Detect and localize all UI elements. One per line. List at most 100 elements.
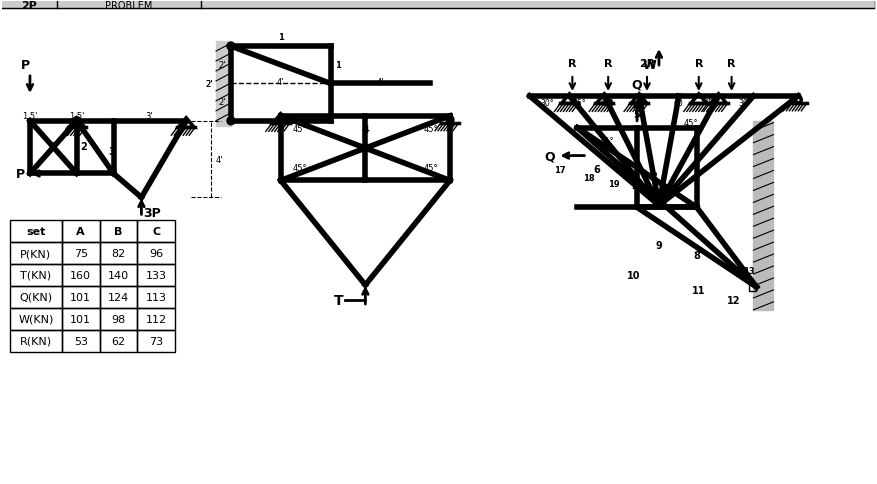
Bar bbox=[61, 287, 100, 308]
Text: 11: 11 bbox=[692, 286, 705, 295]
Text: 8: 8 bbox=[694, 251, 700, 260]
Text: P: P bbox=[20, 59, 30, 72]
Circle shape bbox=[228, 44, 234, 50]
Text: 140: 140 bbox=[108, 271, 129, 280]
Text: R(KN): R(KN) bbox=[20, 336, 52, 346]
Text: 20: 20 bbox=[631, 182, 643, 191]
Bar bbox=[100, 242, 138, 264]
Text: 45°: 45° bbox=[293, 124, 307, 134]
Text: 30°: 30° bbox=[540, 99, 554, 107]
Bar bbox=[10, 221, 61, 242]
Text: W(KN): W(KN) bbox=[18, 314, 53, 324]
Bar bbox=[138, 221, 175, 242]
Text: 3': 3' bbox=[146, 111, 153, 121]
Bar bbox=[138, 242, 175, 264]
Text: A: A bbox=[76, 227, 85, 237]
Text: 2': 2' bbox=[205, 80, 213, 89]
Text: 112: 112 bbox=[146, 314, 167, 324]
Bar bbox=[100, 287, 138, 308]
Text: 101: 101 bbox=[70, 314, 91, 324]
Text: C: C bbox=[153, 227, 160, 237]
Text: R: R bbox=[727, 59, 736, 69]
Bar bbox=[61, 264, 100, 287]
Text: 13: 13 bbox=[743, 266, 754, 275]
Circle shape bbox=[228, 119, 234, 124]
Text: Q(KN): Q(KN) bbox=[19, 292, 53, 302]
Text: 4: 4 bbox=[361, 124, 369, 135]
Text: R: R bbox=[568, 59, 576, 69]
Bar bbox=[10, 242, 61, 264]
Text: 101: 101 bbox=[70, 292, 91, 302]
Text: Q: Q bbox=[631, 79, 642, 91]
Text: 82: 82 bbox=[111, 249, 125, 258]
Text: 45°: 45° bbox=[424, 124, 438, 134]
Bar bbox=[61, 308, 100, 330]
Text: 30: 30 bbox=[738, 99, 748, 107]
Text: 98: 98 bbox=[111, 314, 125, 324]
Text: 2: 2 bbox=[651, 172, 657, 181]
Bar bbox=[10, 330, 61, 352]
Text: B: B bbox=[114, 227, 123, 237]
Text: 19: 19 bbox=[609, 180, 620, 189]
Text: Q: Q bbox=[545, 150, 555, 163]
Text: PROBLEM: PROBLEM bbox=[104, 1, 153, 11]
Text: 45°: 45° bbox=[599, 136, 614, 145]
Text: 1.5': 1.5' bbox=[22, 111, 38, 121]
Bar bbox=[138, 330, 175, 352]
Text: 1: 1 bbox=[278, 33, 283, 42]
Text: R: R bbox=[695, 59, 703, 69]
Text: 75: 75 bbox=[74, 249, 88, 258]
Text: 2': 2' bbox=[218, 98, 226, 107]
Text: 2': 2' bbox=[205, 80, 213, 89]
Text: 45°: 45° bbox=[293, 164, 307, 173]
Text: R: R bbox=[604, 59, 612, 69]
Text: 60: 60 bbox=[674, 99, 684, 107]
Bar bbox=[100, 330, 138, 352]
Text: 45: 45 bbox=[704, 99, 714, 107]
Text: 12: 12 bbox=[727, 295, 740, 305]
Text: 3: 3 bbox=[108, 146, 115, 156]
Text: 2': 2' bbox=[218, 60, 226, 69]
Text: 45°: 45° bbox=[573, 99, 586, 107]
Text: 45°: 45° bbox=[424, 164, 438, 173]
Text: 2R: 2R bbox=[638, 59, 655, 69]
Bar bbox=[61, 242, 100, 264]
Text: 73: 73 bbox=[149, 336, 163, 346]
Bar bbox=[100, 221, 138, 242]
Text: 1: 1 bbox=[336, 61, 341, 70]
Text: 4': 4' bbox=[277, 78, 284, 87]
Text: 1.5': 1.5' bbox=[69, 111, 84, 121]
Bar bbox=[10, 287, 61, 308]
Bar bbox=[100, 308, 138, 330]
Text: 60°: 60° bbox=[601, 99, 614, 107]
Text: 5: 5 bbox=[634, 109, 640, 120]
Text: 4': 4' bbox=[376, 78, 384, 87]
Text: 17: 17 bbox=[553, 166, 566, 175]
Text: 6: 6 bbox=[594, 164, 601, 174]
Text: 96: 96 bbox=[149, 249, 163, 258]
Text: set: set bbox=[26, 227, 46, 237]
Text: 53: 53 bbox=[74, 336, 88, 346]
Text: 7: 7 bbox=[634, 161, 640, 171]
Text: 10: 10 bbox=[627, 271, 641, 280]
Text: 18: 18 bbox=[583, 174, 595, 182]
Bar bbox=[10, 308, 61, 330]
Text: 62: 62 bbox=[111, 336, 125, 346]
Bar bbox=[100, 264, 138, 287]
Text: 45°: 45° bbox=[684, 119, 698, 127]
Text: 4': 4' bbox=[216, 155, 224, 164]
Bar bbox=[749, 283, 757, 291]
Text: 2P: 2P bbox=[21, 1, 37, 11]
Bar bbox=[61, 330, 100, 352]
Text: P(KN): P(KN) bbox=[20, 249, 52, 258]
Text: 124: 124 bbox=[108, 292, 129, 302]
Text: T(KN): T(KN) bbox=[20, 271, 52, 280]
Text: 1: 1 bbox=[51, 141, 57, 151]
Text: 133: 133 bbox=[146, 271, 167, 280]
Text: 3P: 3P bbox=[144, 207, 161, 220]
Text: T: T bbox=[334, 293, 344, 307]
Bar bbox=[61, 221, 100, 242]
Bar bbox=[138, 287, 175, 308]
Bar bbox=[138, 308, 175, 330]
Text: 160: 160 bbox=[70, 271, 91, 280]
